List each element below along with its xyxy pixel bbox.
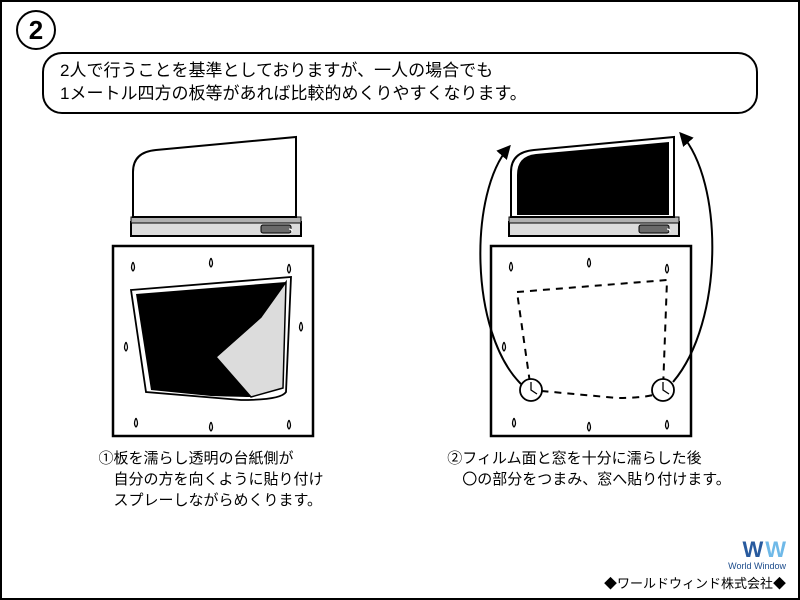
logo-w1: W bbox=[742, 537, 763, 563]
left-panel: ①板を濡らし透明の台紙側が 自分の方を向くように貼り付け スプレーしながらめくり… bbox=[41, 122, 381, 511]
left-illustration bbox=[61, 122, 361, 442]
right-illustration bbox=[439, 122, 739, 442]
arrow-right-icon bbox=[673, 134, 712, 382]
logo-subtext: World Window bbox=[604, 561, 786, 571]
right-caption: ②フィルム面と窓を十分に濡らした後 〇の部分をつまみ、窓へ貼り付けます。 bbox=[447, 448, 731, 490]
film-dashed-outline-icon bbox=[517, 280, 667, 398]
droplets-icon bbox=[503, 258, 669, 431]
step-number-text: 2 bbox=[29, 15, 43, 46]
left-caption: ①板を濡らし透明の台紙側が 自分の方を向くように貼り付け スプレーしながらめくり… bbox=[98, 448, 323, 511]
step-number-badge: 2 bbox=[16, 10, 56, 50]
panel-row: ①板を濡らし透明の台紙側が 自分の方を向くように貼り付け スプレーしながらめくり… bbox=[2, 122, 798, 511]
logo-w2: W bbox=[765, 537, 786, 563]
board-square-icon bbox=[491, 246, 691, 436]
footer: WW World Window ◆ワールドウィンド株式会社◆ bbox=[604, 537, 786, 592]
tip-text: 2人で行うことを基準としておりますが、一人の場合でも 1メートル四方の板等があれ… bbox=[60, 61, 527, 103]
arrow-left-icon bbox=[480, 147, 521, 384]
car-window-filmed-icon bbox=[509, 137, 679, 236]
car-window-icon bbox=[131, 137, 301, 236]
tip-bubble: 2人で行うことを基準としておりますが、一人の場合でも 1メートル四方の板等があれ… bbox=[42, 52, 758, 114]
right-panel: ②フィルム面と窓を十分に濡らした後 〇の部分をつまみ、窓へ貼り付けます。 bbox=[419, 122, 759, 511]
company-name: ◆ワールドウィンド株式会社◆ bbox=[604, 573, 786, 592]
logo-icon: WW bbox=[742, 537, 786, 563]
